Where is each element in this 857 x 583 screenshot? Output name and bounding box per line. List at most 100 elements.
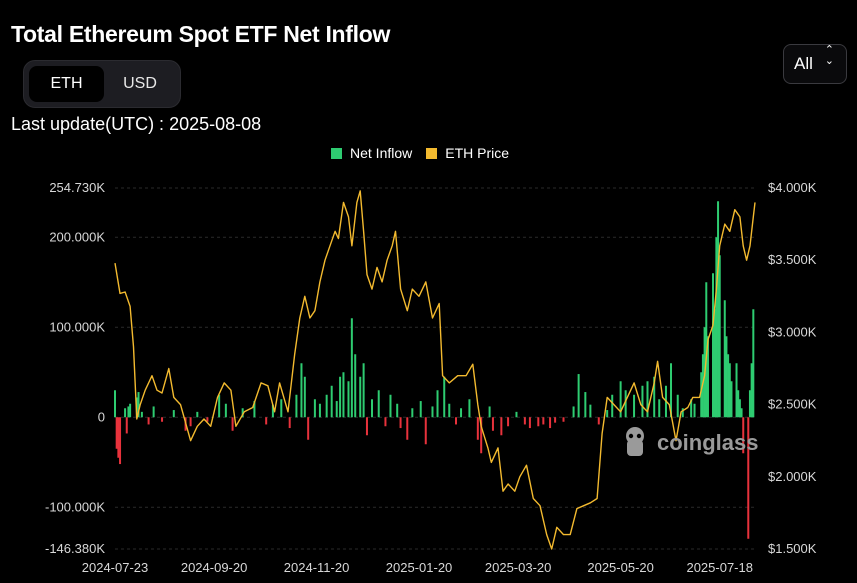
net-inflow-bar[interactable] [152,406,155,418]
net-inflow-bar[interactable] [189,417,192,427]
net-inflow-bar[interactable] [748,390,751,418]
net-inflow-bar[interactable] [727,354,730,418]
net-inflow-bar[interactable] [300,363,303,418]
net-inflow-bar[interactable] [371,399,374,418]
net-inflow-bar[interactable] [231,417,234,431]
net-inflow-bar[interactable] [742,417,745,454]
net-inflow-bar[interactable] [740,408,743,418]
net-inflow-bar[interactable] [307,417,310,440]
net-inflow-bar[interactable] [335,401,338,418]
net-inflow-bar[interactable] [362,363,365,418]
net-inflow-bar[interactable] [577,374,580,418]
net-inflow-bar[interactable] [542,417,545,425]
net-inflow-bar[interactable] [147,417,150,425]
net-inflow-bar[interactable] [448,403,451,418]
net-inflow-bar[interactable] [700,372,703,418]
net-inflow-bar[interactable] [735,363,738,418]
net-inflow-bar[interactable] [549,417,552,429]
net-inflow-bar[interactable] [528,417,531,429]
net-inflow-bar[interactable] [728,363,731,418]
net-inflow-bar[interactable] [129,403,132,418]
net-inflow-bar[interactable] [115,417,118,449]
net-inflow-bar[interactable] [406,417,409,440]
net-inflow-bar[interactable] [476,417,479,440]
net-inflow-bar[interactable] [658,399,661,418]
net-inflow-bar[interactable] [389,394,392,418]
net-inflow-bar[interactable] [619,381,622,418]
net-inflow-bar[interactable] [717,201,720,418]
net-inflow-bar[interactable] [303,376,306,418]
net-inflow-bar[interactable] [424,417,427,445]
net-inflow-bar[interactable] [584,392,587,418]
net-inflow-bar[interactable] [537,417,540,427]
legend-item-eth-price[interactable]: ETH Price [426,145,509,161]
net-inflow-bar[interactable] [253,401,256,418]
net-inflow-bar[interactable] [737,390,740,418]
net-inflow-bar[interactable] [241,408,244,418]
net-inflow-bar[interactable] [554,417,557,423]
net-inflow-bar[interactable] [713,309,716,418]
net-inflow-bar[interactable] [313,399,316,418]
net-inflow-bar[interactable] [500,417,503,436]
net-inflow-bar[interactable] [419,401,422,418]
net-inflow-bar[interactable] [670,363,673,418]
net-inflow-bar[interactable] [725,336,728,418]
net-inflow-bar[interactable] [196,411,199,418]
net-inflow-bar[interactable] [633,394,636,418]
net-inflow-bar[interactable] [597,417,600,425]
net-inflow-bar[interactable] [488,406,491,418]
net-inflow-bar[interactable] [706,336,709,418]
net-inflow-bar[interactable] [750,363,753,418]
net-inflow-bar[interactable] [161,417,164,422]
net-inflow-bar[interactable] [271,404,274,418]
net-inflow-bar[interactable] [137,392,140,418]
net-inflow-bar[interactable] [288,417,291,429]
net-inflow-bar[interactable] [491,417,494,431]
net-inflow-bar[interactable] [318,403,321,418]
net-inflow-bar[interactable] [411,408,414,418]
net-inflow-bar[interactable] [396,403,399,418]
net-inflow-bar[interactable] [507,417,510,427]
net-inflow-bar[interactable] [515,411,518,418]
net-inflow-bar[interactable] [730,381,733,418]
net-inflow-bar[interactable] [354,354,357,418]
net-inflow-bar[interactable] [114,390,116,418]
net-inflow-bar[interactable] [606,410,609,418]
net-inflow-bar[interactable] [646,381,649,418]
unit-option-eth[interactable]: ETH [29,66,104,102]
net-inflow-bar[interactable] [431,406,434,418]
net-inflow-bar[interactable] [399,417,402,429]
net-inflow-bar[interactable] [624,390,627,418]
net-inflow-bar[interactable] [119,417,122,465]
net-inflow-bar[interactable] [589,404,592,418]
net-inflow-bar[interactable] [454,417,457,425]
net-inflow-bar[interactable] [715,237,718,418]
net-inflow-bar[interactable] [480,417,483,454]
net-inflow-bar[interactable] [206,417,209,422]
net-inflow-bar[interactable] [172,410,175,418]
net-inflow-bar[interactable] [384,417,387,427]
net-inflow-bar[interactable] [218,394,221,418]
net-inflow-bar[interactable] [562,417,565,422]
net-inflow-bar[interactable] [280,399,283,418]
net-inflow-bar[interactable] [718,255,721,418]
net-inflow-bar[interactable] [325,394,328,418]
net-inflow-bar[interactable] [752,309,755,418]
net-inflow-bar[interactable] [676,394,679,418]
net-inflow-bar[interactable] [690,399,693,418]
net-inflow-bar[interactable] [443,376,446,418]
range-select[interactable]: All ⌃ ⌄ [783,44,847,84]
net-inflow-bar[interactable] [265,417,268,425]
net-inflow-bar[interactable] [738,399,741,418]
net-inflow-bar[interactable] [693,403,696,418]
net-inflow-bar[interactable] [641,385,644,418]
legend-item-net-inflow[interactable]: Net Inflow [331,145,412,161]
net-inflow-bar[interactable] [705,282,708,418]
net-inflow-bar[interactable] [681,408,684,418]
net-inflow-bar[interactable] [117,417,120,458]
net-inflow-bar[interactable] [377,390,380,418]
net-inflow-bar[interactable] [127,406,130,418]
net-inflow-bar[interactable] [339,376,342,418]
net-inflow-bar[interactable] [723,300,726,418]
net-inflow-bar[interactable] [523,417,526,425]
